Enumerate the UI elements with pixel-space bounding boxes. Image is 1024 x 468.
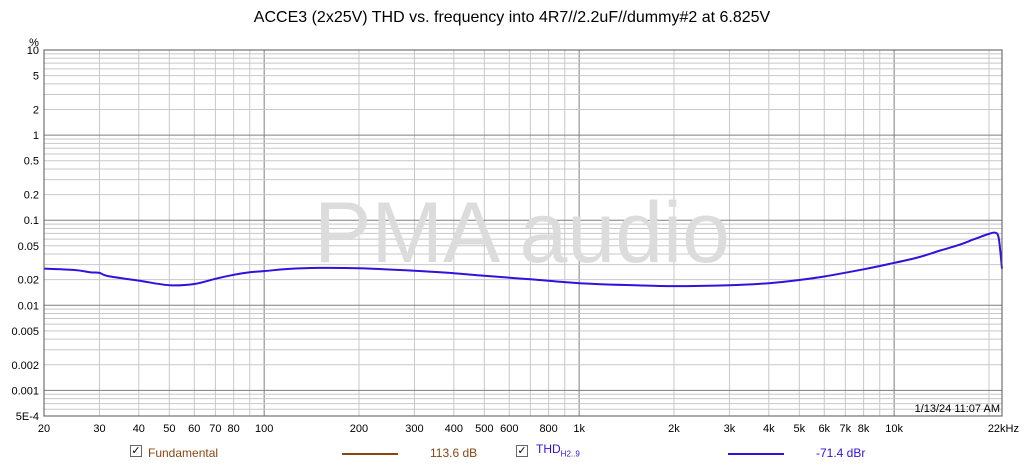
y-tick-label: 5E-4 [16, 411, 39, 423]
thd-line-swatch [728, 453, 784, 455]
fundamental-value: 113.6 dB [430, 446, 478, 460]
x-tick-label: 400 [445, 423, 463, 435]
x-tick-label: 800 [539, 423, 557, 435]
y-tick-label: 0.02 [18, 275, 39, 287]
thd-label: THDH2..9 [536, 442, 580, 459]
x-tick-label: 20 [38, 423, 50, 435]
x-tick-labels: 20 30 40 50 60 70 80 100 200 300 400 500 600 800 1k 2k 3… [38, 423, 1019, 435]
x-tick-label: 40 [133, 423, 145, 435]
y-tick-label: 0.05 [18, 241, 39, 253]
x-tick-label: 6k [818, 423, 830, 435]
x-tick-label: 70 [209, 423, 221, 435]
x-tick-label: 5k [794, 423, 806, 435]
y-tick-label: 10 [27, 45, 39, 57]
x-tick-label: 600 [500, 423, 518, 435]
timestamp: 1/13/24 11:07 AM [915, 403, 1000, 415]
y-tick-label: 0.002 [11, 360, 39, 372]
x-tick-label: 1k [573, 423, 585, 435]
y-tick-label: 0.005 [11, 326, 39, 338]
x-tick-label: 50 [163, 423, 175, 435]
y-axis-unit: % [29, 37, 39, 49]
legend-fundamental: ✓ Fundamental 113.6 dB [0, 444, 512, 464]
thd-checkbox[interactable]: ✓ [516, 445, 528, 457]
y-tick-label: 1 [33, 130, 39, 142]
x-tick-label: 22kHz [988, 423, 1019, 435]
fundamental-label: Fundamental [148, 446, 219, 460]
x-tick-label: 60 [188, 423, 200, 435]
y-tick-label: 0.001 [11, 385, 39, 397]
legend-thd: ✓ THDH2..9 -71.4 dBr [0, 442, 1024, 464]
x-tick-label: 200 [350, 423, 368, 435]
thd-value: -71.4 dBr [816, 446, 866, 460]
x-tick-label: 4k [763, 423, 775, 435]
x-tick-label: 7k [840, 423, 852, 435]
x-tick-label: 100 [255, 423, 273, 435]
y-tick-label: 5 [33, 71, 39, 83]
x-tick-label: 80 [228, 423, 240, 435]
x-tick-label: 8k [858, 423, 870, 435]
x-tick-label: 300 [405, 423, 423, 435]
watermark: PMA audio [314, 185, 730, 281]
y-tick-labels: 10 5 2 1 0.5 0.2 0.1 0.05 0.02 0.01 0.005 0.002 0.00… [11, 45, 39, 423]
x-tick-label: 30 [93, 423, 105, 435]
grid [43, 49, 1002, 417]
x-tick-label: 10k [885, 423, 903, 435]
fundamental-checkbox[interactable]: ✓ [130, 445, 142, 457]
y-tick-label: 0.1 [24, 215, 39, 227]
plot-frame [43, 49, 1003, 417]
y-tick-label: 2 [33, 104, 39, 116]
x-tick-label: 2k [668, 423, 680, 435]
chart-title: ACCE3 (2x25V) THD vs. frequency into 4R7… [253, 9, 771, 26]
series-group [43, 231, 1003, 288]
thd-series-line [43, 231, 1003, 288]
y-tick-label: 0.5 [24, 156, 39, 168]
y-tick-label: 0.2 [24, 190, 39, 202]
x-tick-label: 3k [724, 423, 736, 435]
thd-chart: PMA audio 10 5 2 1 0.5 0.2 0.1 0.05 0.02 0.01 0.00… [11, 37, 1019, 435]
fundamental-line-swatch [342, 453, 398, 455]
x-tick-label: 500 [475, 423, 493, 435]
y-tick-label: 0.01 [18, 300, 39, 312]
